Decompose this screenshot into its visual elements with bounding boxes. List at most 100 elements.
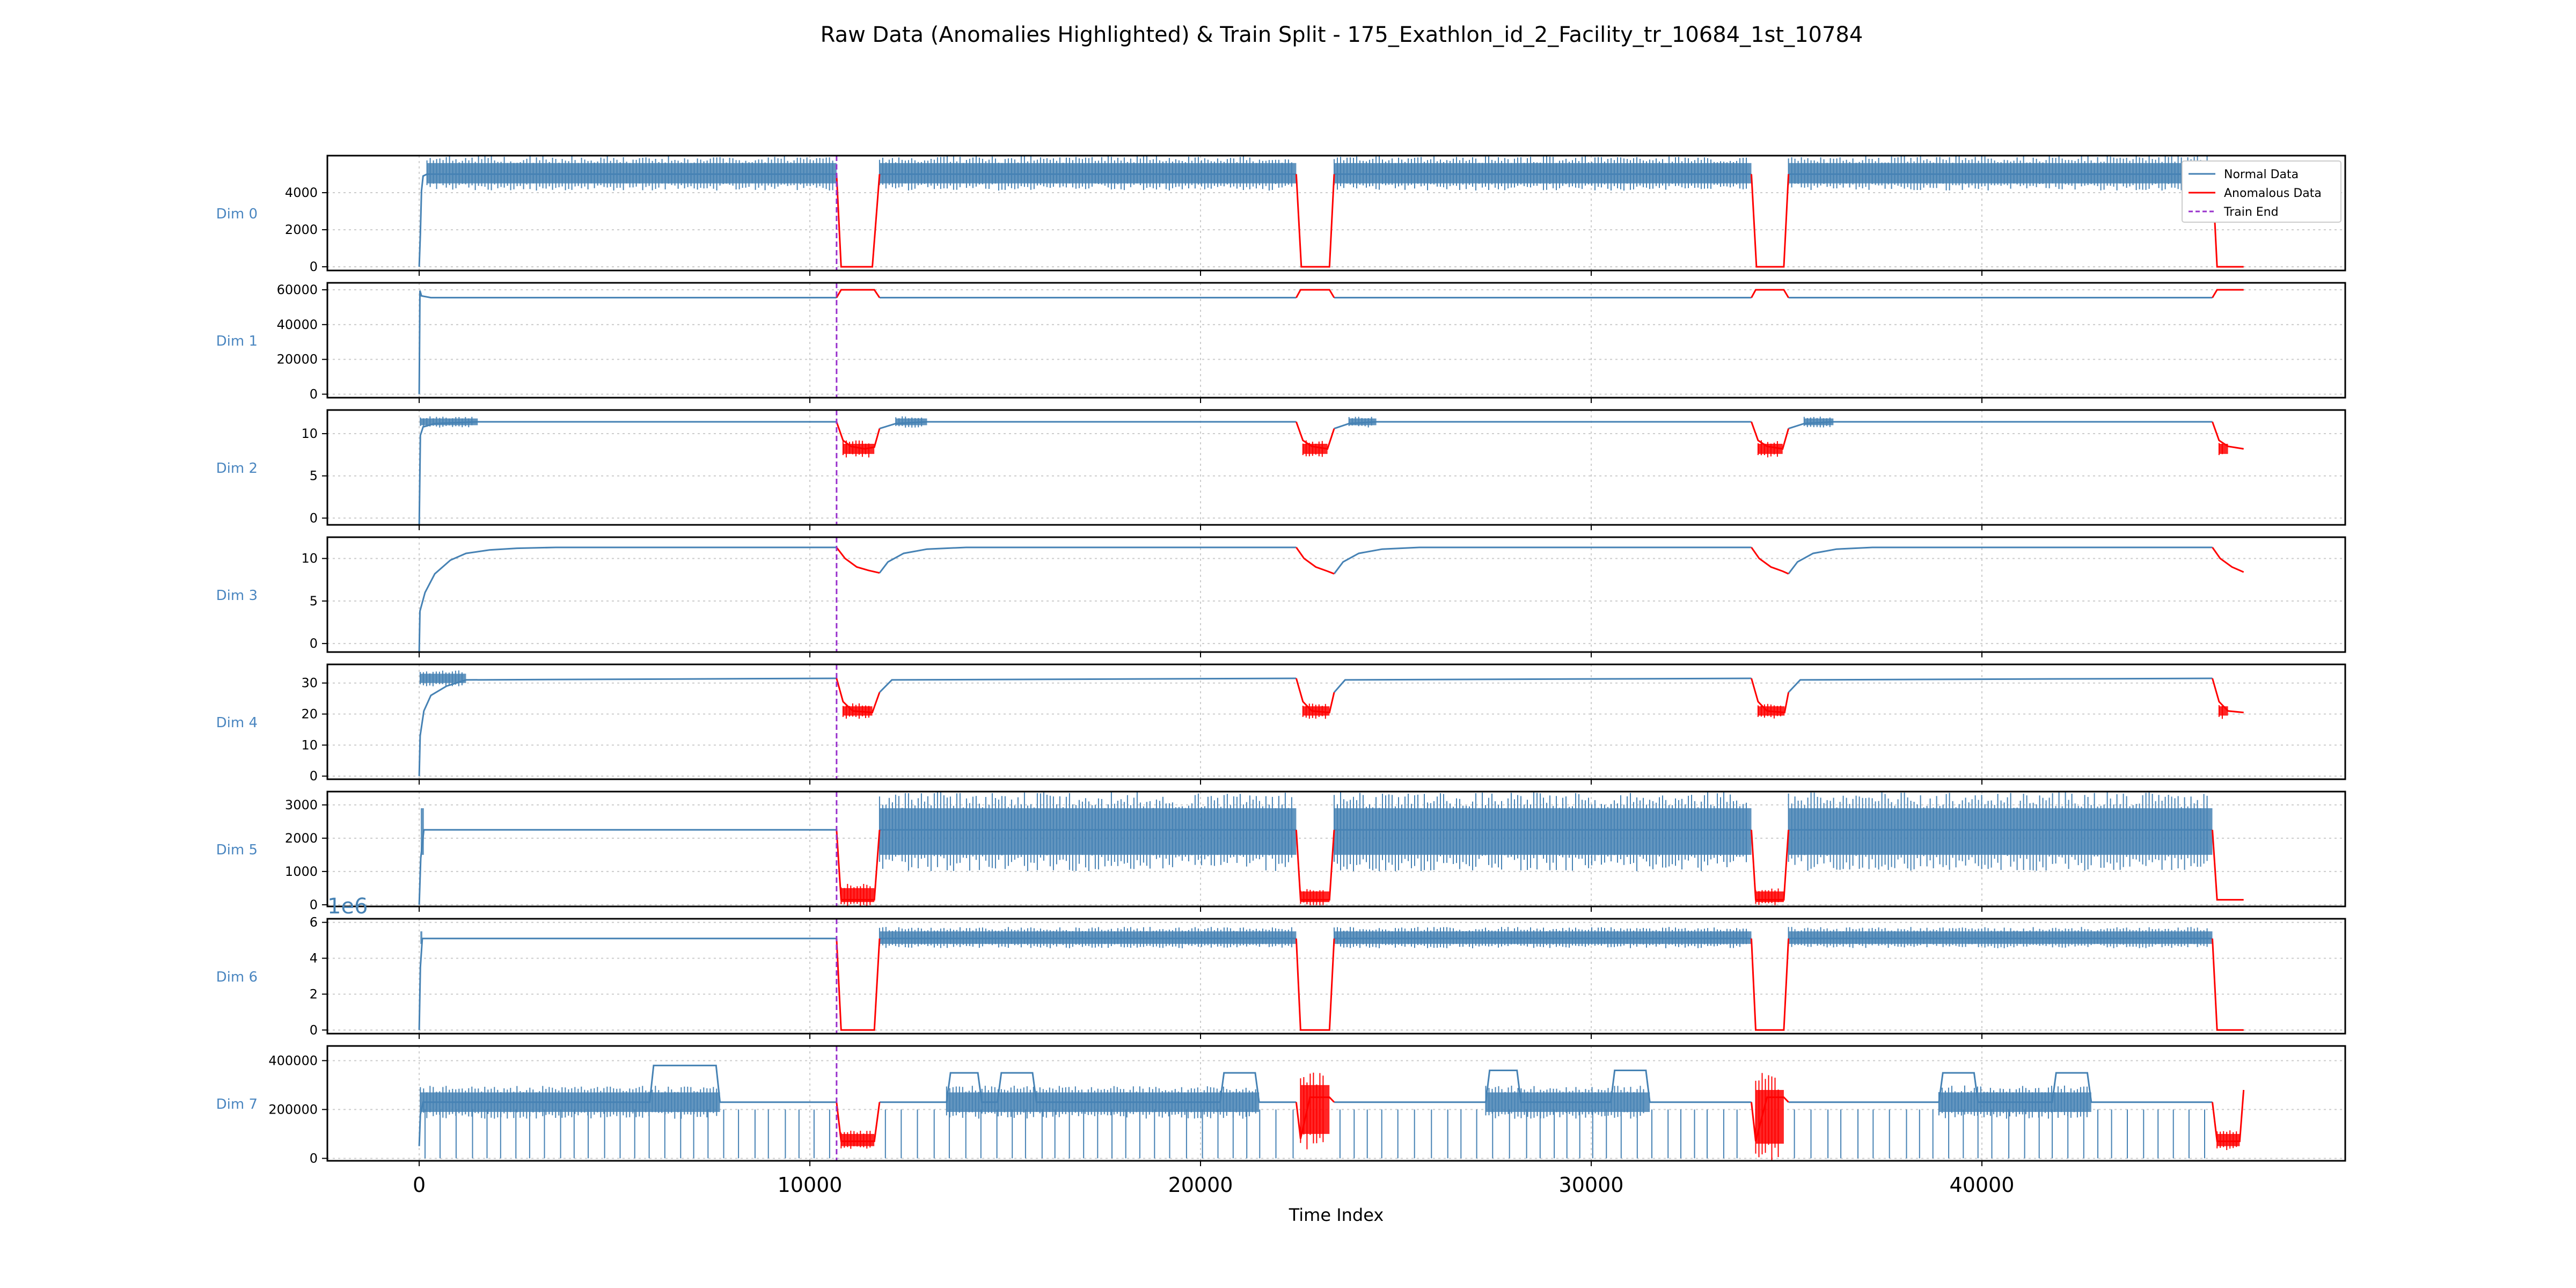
anomaly-series-line [1751, 678, 1790, 714]
panel-label: Dim 1 [216, 333, 258, 349]
normal-band [420, 931, 422, 944]
y-tick-label: 0 [310, 1151, 318, 1166]
y-tick-label: 0 [310, 387, 318, 402]
x-tick-label: 30000 [1559, 1173, 1624, 1197]
panel-background [327, 664, 2345, 779]
x-axis-label: Time Index [1289, 1205, 1384, 1225]
anomaly-jitter [1302, 440, 1323, 457]
panel-label: Dim 5 [216, 842, 258, 858]
anomaly-series-line [2212, 289, 2244, 298]
panel-plot-area [418, 792, 2244, 906]
y-tick-label: 10 [301, 426, 318, 441]
panel-frame [326, 282, 2346, 399]
y-tick-label: 3000 [285, 797, 318, 813]
y-tick-label: 0 [310, 510, 318, 525]
normal-series-line [418, 938, 837, 1030]
anomaly-series-line [1751, 830, 1790, 901]
panel-7: 0 200000 400000 Dim 7 [216, 1045, 2346, 1166]
panel-label: Dim 2 [216, 460, 258, 477]
anomaly-series-line [1751, 174, 1790, 268]
normal-series-line [418, 1064, 837, 1146]
anomaly-series-line [1295, 421, 1335, 450]
panel-frame [326, 1045, 2346, 1162]
normal-series-line [418, 421, 837, 525]
legend-box [2182, 160, 2341, 223]
panel-plot-area [418, 156, 2244, 268]
anomaly-series-line [1296, 289, 1335, 298]
panel-plot-area [418, 670, 2244, 777]
panel-2: 0 5 10 Dim 2 [216, 409, 2346, 530]
anomaly-series-line [1295, 938, 1335, 1031]
anomaly-series-line [1295, 174, 1335, 268]
anomaly-series-line [836, 547, 880, 574]
panel-label: Dim 4 [216, 715, 258, 731]
anomaly-series-line [1295, 1096, 1335, 1139]
panel-background [327, 537, 2345, 652]
anomaly-series-line [836, 830, 881, 901]
anomaly-series-line [836, 289, 881, 298]
y-tick-label: 6 [310, 915, 318, 930]
axis-offset-label: 1e6 [327, 894, 368, 919]
y-tick-label: 2000 [285, 222, 318, 237]
anomaly-series-line [1751, 421, 1790, 450]
normal-series-line [879, 1072, 1297, 1103]
anomaly-series-line [836, 421, 881, 450]
y-tick-label: 1000 [285, 864, 318, 879]
anomaly-series-line [836, 938, 881, 1031]
x-tick-label: 10000 [778, 1173, 843, 1197]
anomaly-series-line [836, 678, 881, 714]
y-tick-label: 0 [310, 1022, 318, 1037]
panel-frame [326, 791, 2346, 908]
y-tick-label: 0 [310, 259, 318, 274]
panel-frame [326, 155, 2346, 272]
panel-frame [326, 918, 2346, 1035]
anomaly-jitter [2218, 705, 2223, 719]
normal-series-line [1788, 677, 2213, 693]
anomaly-series-line [2212, 938, 2244, 1031]
anomaly-series-line [1751, 289, 1789, 298]
y-tick-label: 40000 [277, 317, 318, 332]
anomaly-band [1755, 1089, 1784, 1144]
y-tick-label: 0 [310, 636, 318, 651]
y-tick-label: 4 [310, 951, 318, 966]
y-tick-label: 20000 [277, 352, 318, 367]
y-tick-label: 0 [310, 769, 318, 784]
normal-series-line [1334, 1070, 1752, 1103]
normal-series-line [1333, 677, 1752, 693]
anomaly-series-line [1295, 830, 1335, 901]
normal-jitter [1334, 792, 1747, 872]
y-tick-label: 200000 [268, 1102, 318, 1117]
y-tick-label: 20 [301, 707, 318, 722]
anomaly-jitter [2218, 443, 2223, 455]
x-tick-label: 20000 [1168, 1173, 1233, 1197]
normal-series-line [418, 829, 837, 905]
normal-band [1334, 931, 1752, 944]
panel-plot-area [418, 927, 2244, 1031]
y-tick-label: 10 [301, 551, 318, 566]
y-tick-label: 30 [301, 676, 318, 691]
panel-0: 0 2000 4000 Dim 0 [216, 155, 2346, 276]
panel-plot-area [418, 546, 2244, 652]
normal-series-line [418, 546, 837, 652]
x-axis: 0 10000 20000 30000 40000 [413, 1173, 2014, 1197]
y-tick-label: 4000 [285, 185, 318, 200]
normal-series-line [879, 421, 1297, 430]
anomaly-series-line [1296, 547, 1335, 575]
anomaly-band [1300, 1085, 1330, 1134]
y-tick-label: 400000 [268, 1053, 318, 1068]
panel-4: 0 10 20 30 Dim 4 [216, 663, 2346, 785]
normal-series-line [1788, 421, 2213, 430]
normal-series-line [1788, 1072, 2213, 1103]
normal-series-line [879, 546, 1297, 574]
legend-label: Normal Data [2224, 168, 2299, 181]
anomaly-series-line [836, 1102, 881, 1143]
panel-3: 0 5 10 Dim 3 [216, 536, 2346, 657]
anomaly-jitter [1300, 1072, 1324, 1150]
normal-series-line [1788, 546, 2213, 575]
legend-label: Train End [2223, 206, 2279, 219]
normal-jitter [419, 670, 463, 686]
normal-series-line [879, 677, 1297, 693]
anomaly-series-line [1751, 938, 1790, 1031]
